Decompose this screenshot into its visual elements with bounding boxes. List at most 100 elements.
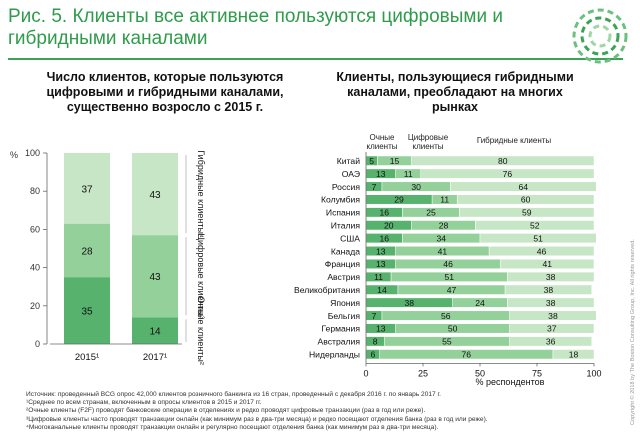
- right-category-label: Австрия: [327, 272, 360, 282]
- right-x-tick-label: 75: [532, 368, 542, 378]
- right-bar-value-label: 47: [447, 285, 457, 295]
- right-column-header: Гибридные клиенты: [477, 136, 552, 145]
- right-bar-value-label: 16: [379, 208, 389, 218]
- right-bar-value-label: 24: [475, 298, 485, 308]
- right-bar-value-label: 64: [519, 182, 529, 192]
- left-bar-segment: [64, 153, 110, 224]
- right-category-label: Китай: [337, 156, 360, 166]
- left-legend-label: Цифровые клиенты³: [196, 233, 206, 319]
- right-category-label: Германия: [321, 324, 360, 334]
- right-bar-value-label: 30: [411, 182, 421, 192]
- right-column-header: клиенты: [412, 142, 443, 151]
- right-bar-value-label: 18: [569, 350, 579, 360]
- right-bar-value-label: 46: [443, 259, 453, 269]
- right-bar-segment: [500, 258, 595, 269]
- right-x-tick-label: 25: [418, 368, 428, 378]
- right-bar-segment: [450, 181, 597, 192]
- left-y-tick-label: 100: [25, 148, 40, 158]
- footnote-4: ⁴Многоканальные клиенты проводят транзак…: [26, 423, 439, 431]
- right-bar-value-label: 41: [438, 246, 448, 256]
- right-bar-value-label: 38: [548, 311, 558, 321]
- right-bar-value-label: 34: [436, 233, 446, 243]
- right-bar-segment: [509, 336, 592, 347]
- right-category-label: Япония: [330, 298, 360, 308]
- left-y-axis-label: %: [10, 150, 18, 160]
- left-bar-value-label: 14: [149, 327, 161, 338]
- right-category-label: Бельгия: [328, 311, 361, 321]
- right-bar-value-label: 8: [373, 337, 378, 347]
- right-x-tick-label: 100: [586, 368, 601, 378]
- left-y-tick-label: 40: [30, 263, 40, 273]
- right-bar-value-label: 5: [369, 156, 374, 166]
- right-bar-value-label: 14: [377, 285, 387, 295]
- right-bar-value-label: 16: [379, 233, 389, 243]
- right-category-label: Великобритания: [294, 285, 360, 295]
- left-y-tick-label: 20: [30, 301, 40, 311]
- right-bar-value-label: 7: [372, 311, 377, 321]
- copyright-text: Copyright © 2018 by The Boston Consultin…: [630, 239, 636, 425]
- right-bar-value-label: 29: [394, 195, 404, 205]
- right-category-label: Франция: [325, 259, 361, 269]
- right-category-label: Нидерланды: [309, 350, 360, 360]
- figure-label: Рис. 5.: [8, 6, 68, 27]
- right-category-label: Испания: [326, 208, 360, 218]
- right-bar-value-label: 52: [530, 221, 540, 231]
- right-bar-value-label: 38: [546, 298, 556, 308]
- right-bar-value-label: 28: [439, 221, 449, 231]
- right-bar-value-label: 51: [444, 272, 454, 282]
- right-category-label: Россия: [332, 182, 361, 192]
- right-bar-value-label: 46: [537, 246, 547, 256]
- bcg-logo-icon: [572, 8, 628, 64]
- right-bar-value-label: 15: [390, 156, 400, 166]
- right-bar-segment: [509, 310, 597, 321]
- left-x-tick-label: 2017¹: [143, 352, 167, 363]
- right-bar-value-label: 38: [546, 272, 556, 282]
- left-legend-label: Гибридные клиенты⁴: [196, 150, 206, 238]
- footnotes: Источник: проведенный BCG опрос 42,000 к…: [26, 391, 626, 432]
- right-bar-value-label: 51: [533, 233, 543, 243]
- right-bar-segment: [507, 297, 595, 308]
- footnote-source: Источник: проведенный BCG опрос 42,000 к…: [26, 391, 441, 398]
- right-bar-value-label: 20: [384, 221, 394, 231]
- right-bar-value-label: 6: [370, 350, 375, 360]
- left-bar-value-label: 43: [149, 272, 161, 283]
- right-bar-value-label: 41: [542, 259, 552, 269]
- right-bar-value-label: 80: [498, 156, 508, 166]
- right-bar-value-label: 11: [404, 169, 413, 179]
- left-legend-label: Очные клиенты²: [196, 296, 206, 365]
- right-x-axis-label: % респондентов: [476, 377, 545, 387]
- right-bar-value-label: 59: [522, 208, 532, 218]
- left-bar-segment: [64, 277, 110, 344]
- right-bar-value-label: 11: [374, 272, 383, 282]
- right-bar-segment: [507, 271, 595, 282]
- right-bar-segment: [504, 284, 592, 295]
- left-bar-segment: [132, 153, 178, 236]
- right-bar-segment: [509, 323, 595, 334]
- right-bar-value-label: 38: [544, 285, 554, 295]
- left-bar-value-label: 37: [81, 184, 93, 195]
- right-bar-value-label: 76: [503, 169, 513, 179]
- left-y-tick-label: 80: [30, 186, 40, 196]
- footnote-3: ³Цифровые клиенты часто проводят транзак…: [26, 415, 488, 423]
- right-bar-value-label: 76: [462, 350, 472, 360]
- right-bar-value-label: 50: [448, 324, 458, 334]
- right-category-label: Колумбия: [321, 195, 360, 205]
- right-category-label: Австралия: [318, 337, 361, 347]
- left-bar-segment: [132, 235, 178, 318]
- right-bar-value-label: 13: [376, 169, 386, 179]
- right-bar-value-label: 13: [376, 324, 386, 334]
- right-column-header: клиенты: [366, 142, 397, 151]
- left-x-tick-label: 2015¹: [75, 352, 99, 363]
- right-bar-value-label: 13: [376, 246, 386, 256]
- right-bar-segment: [420, 168, 595, 179]
- page-title: Рис. 5. Клиенты все активнее пользуются …: [8, 6, 568, 50]
- right-category-label: Канада: [331, 246, 360, 256]
- right-panel-title: Клиенты, пользующиеся гибридными каналам…: [336, 70, 574, 114]
- right-bar-segment: [488, 246, 595, 257]
- right-category-label: ОАЭ: [342, 169, 360, 179]
- right-bar-segment: [552, 349, 595, 360]
- right-bar-value-label: 56: [441, 311, 451, 321]
- left-y-tick-label: 0: [35, 339, 40, 349]
- left-bar-segment: [132, 317, 178, 344]
- right-bar-value-label: 60: [521, 195, 531, 205]
